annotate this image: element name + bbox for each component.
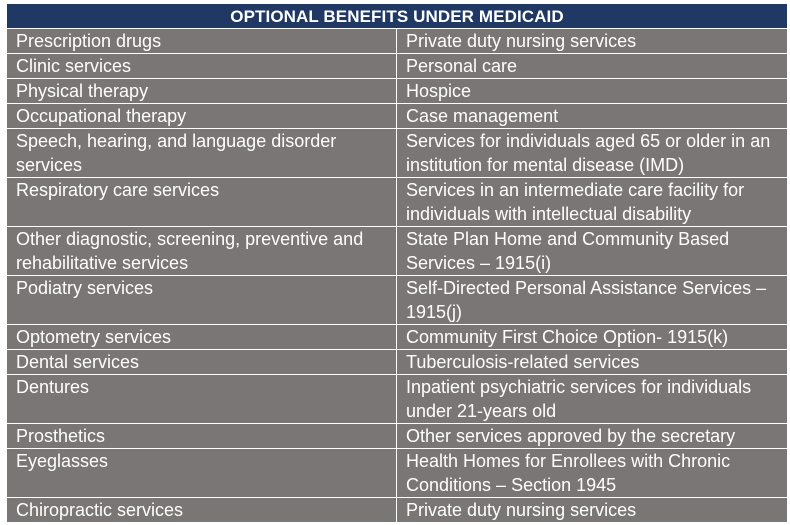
table-row: Chiropractic services Private duty nursi… — [6, 497, 788, 523]
benefit-cell-right: Self-Directed Personal Assistance Servic… — [396, 275, 788, 325]
benefit-cell-left: Optometry services — [6, 324, 397, 350]
table-row: Respiratory care services Services in an… — [6, 177, 788, 227]
benefit-cell-right: Services in an intermediate care facilit… — [396, 177, 788, 227]
table-title: OPTIONAL BENEFITS UNDER MEDICAID — [6, 3, 788, 29]
benefit-cell-left: Occupational therapy — [6, 103, 397, 129]
benefit-cell-left: Eyeglasses — [6, 448, 397, 498]
benefit-cell-left: Dentures — [6, 374, 397, 424]
benefit-cell-right: Health Homes for Enrollees with Chronic … — [396, 448, 788, 498]
benefit-cell-right: Hospice — [396, 78, 788, 104]
table-row: Eyeglasses Health Homes for Enrollees wi… — [6, 448, 788, 498]
table-row: Speech, hearing, and language disorder s… — [6, 128, 788, 178]
table-row: Physical therapy Hospice — [6, 78, 788, 104]
benefit-cell-left: Prosthetics — [6, 423, 397, 449]
benefit-cell-right: Personal care — [396, 53, 788, 79]
table-row: Prosthetics Other services approved by t… — [6, 423, 788, 449]
benefit-cell-right: Case management — [396, 103, 788, 129]
table-row: Dental services Tuberculosis-related ser… — [6, 349, 788, 375]
benefit-cell-left: Physical therapy — [6, 78, 397, 104]
benefit-cell-right: Community First Choice Option- 1915(k) — [396, 324, 788, 350]
table-row: Dentures Inpatient psychiatric services … — [6, 374, 788, 424]
benefit-cell-right: Other services approved by the secretary — [396, 423, 788, 449]
benefit-cell-right: State Plan Home and Community Based Serv… — [396, 226, 788, 276]
benefit-cell-left: Speech, hearing, and language disorder s… — [6, 128, 397, 178]
benefit-cell-right: Private duty nursing services — [396, 28, 788, 54]
table-header-row: OPTIONAL BENEFITS UNDER MEDICAID — [6, 3, 788, 29]
table-row: Optometry services Community First Choic… — [6, 324, 788, 350]
benefit-cell-left: Other diagnostic, screening, preventive … — [6, 226, 397, 276]
benefits-table: OPTIONAL BENEFITS UNDER MEDICAID Prescri… — [6, 3, 788, 523]
benefit-cell-right: Private duty nursing services — [396, 497, 788, 523]
benefit-cell-left: Respiratory care services — [6, 177, 397, 227]
table-row: Clinic services Personal care — [6, 53, 788, 79]
benefit-cell-right: Services for individuals aged 65 or olde… — [396, 128, 788, 178]
table-row: Prescription drugs Private duty nursing … — [6, 28, 788, 54]
benefit-cell-left: Podiatry services — [6, 275, 397, 325]
benefit-cell-left: Clinic services — [6, 53, 397, 79]
table-row: Other diagnostic, screening, preventive … — [6, 226, 788, 276]
benefit-cell-left: Prescription drugs — [6, 28, 397, 54]
benefit-cell-right: Tuberculosis-related services — [396, 349, 788, 375]
benefit-cell-left: Chiropractic services — [6, 497, 397, 523]
table-row: Occupational therapy Case management — [6, 103, 788, 129]
benefit-cell-right: Inpatient psychiatric services for indiv… — [396, 374, 788, 424]
benefit-cell-left: Dental services — [6, 349, 397, 375]
table-row: Podiatry services Self-Directed Personal… — [6, 275, 788, 325]
